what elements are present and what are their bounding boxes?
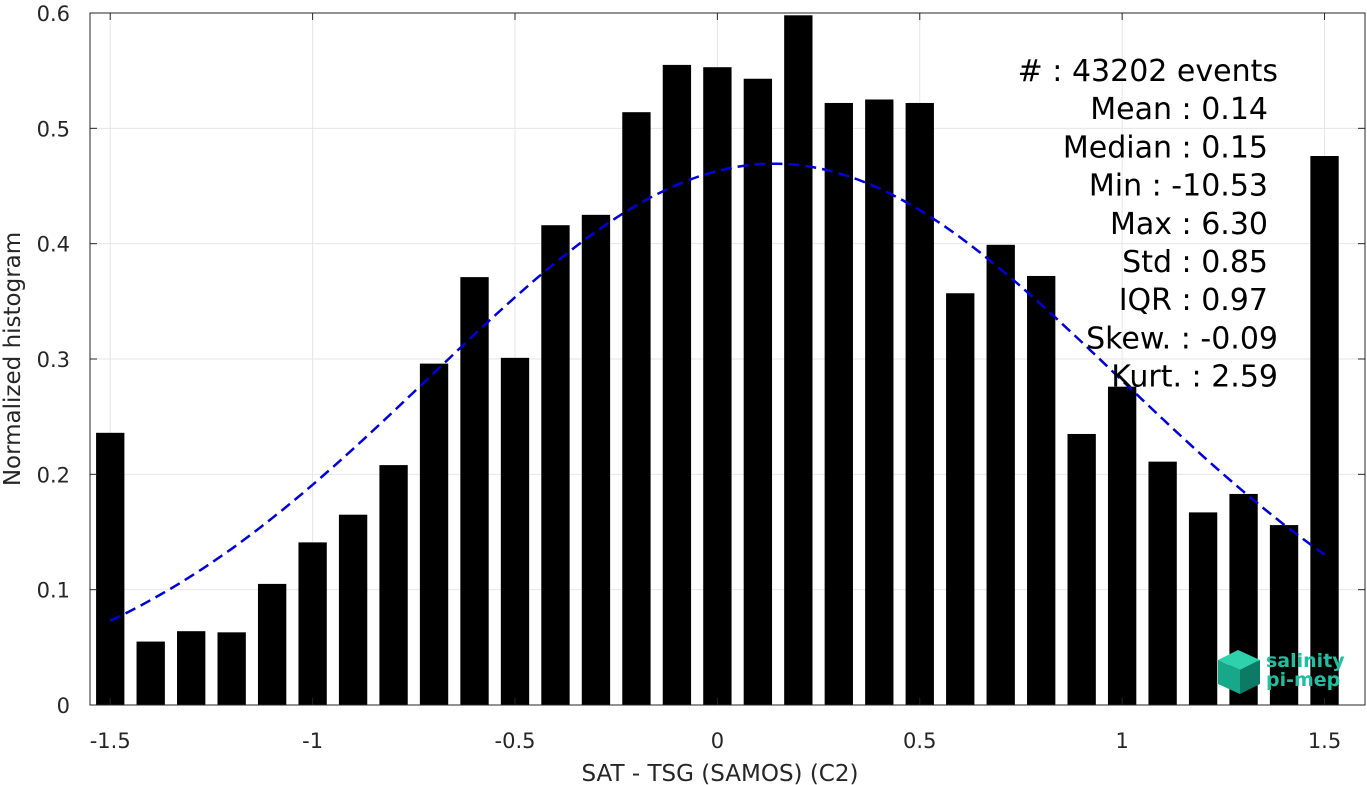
- stat-line: Median : 0.15: [1063, 130, 1268, 165]
- histogram-bar: [865, 99, 894, 705]
- histogram-bar: [298, 542, 327, 705]
- y-tick-label: 0.3: [37, 348, 70, 372]
- histogram-bar: [986, 244, 1015, 705]
- x-tick-labels: -1.5 -1 -0.5 0 0.5 1 1.5: [90, 729, 1341, 753]
- histogram-bar: [622, 112, 651, 706]
- logo-text-line1: salinity: [1266, 650, 1345, 672]
- salinity-pimep-logo: salinity pi-mep: [1218, 650, 1345, 694]
- stat-line: IQR : 0.97: [1119, 283, 1268, 318]
- histogram-bar: [257, 583, 287, 705]
- histogram-bar: [1107, 386, 1137, 705]
- stat-line: Max : 6.30: [1110, 207, 1268, 242]
- histogram-bar: [500, 357, 530, 705]
- stat-line: Skew. : -0.09: [1086, 321, 1278, 356]
- histogram-bar: [743, 78, 773, 706]
- y-tick-label: 0.4: [37, 233, 70, 257]
- y-tick-label: 0.2: [37, 463, 70, 487]
- histogram-bar: [338, 514, 368, 705]
- y-tick-labels: 0 0.1 0.2 0.3 0.4 0.5 0.6: [37, 2, 70, 718]
- y-tick-label: 0: [57, 694, 70, 718]
- histogram-bar: [177, 631, 206, 705]
- stat-line: Kurt. : 2.59: [1111, 360, 1278, 395]
- histogram-bar: [379, 465, 408, 705]
- gaussian-fit-curve: [109, 162, 1326, 622]
- x-tick-label: 0.5: [903, 729, 936, 753]
- histogram-bar: [824, 102, 853, 705]
- histogram-bar: [419, 363, 449, 705]
- x-tick-label: -1: [302, 729, 323, 753]
- histogram-bar: [1027, 275, 1056, 705]
- histogram-bar: [946, 293, 975, 705]
- histogram-bar: [662, 64, 692, 705]
- histogram-bar: [703, 67, 732, 705]
- histogram-bar: [136, 641, 165, 705]
- histogram-bar: [1067, 433, 1096, 705]
- stat-line: # : 43202 events: [1018, 54, 1278, 89]
- histogram-bar: [1148, 461, 1177, 705]
- histogram-bar: [905, 102, 934, 705]
- histogram-bar: [541, 225, 570, 706]
- histogram-bar: [581, 214, 611, 706]
- tick-marks: [90, 12, 1365, 706]
- histogram-bar: [1188, 512, 1218, 705]
- histogram-bar: [1269, 525, 1299, 705]
- logo-text-line2: pi-mep: [1266, 669, 1340, 691]
- x-tick-label: 1: [1115, 729, 1128, 753]
- y-tick-label: 0.6: [37, 2, 70, 26]
- stat-line: Std : 0.85: [1122, 245, 1268, 280]
- x-tick-label: -0.5: [495, 729, 536, 753]
- histogram-bar: [1310, 156, 1339, 706]
- stat-line: Mean : 0.14: [1090, 92, 1268, 127]
- x-tick-label: 0: [711, 729, 724, 753]
- histogram-bar: [460, 277, 489, 705]
- x-axis-label: SAT - TSG (SAMOS) (C2): [582, 761, 859, 785]
- histogram-bar: [217, 632, 246, 705]
- stat-line: Min : -10.53: [1089, 169, 1268, 204]
- y-axis-label: Normalized histogram: [0, 232, 26, 486]
- x-tick-label: 1.5: [1308, 729, 1341, 753]
- y-tick-label: 0.1: [37, 579, 70, 603]
- cube-logo-icon: [1218, 650, 1260, 694]
- y-tick-label: 0.5: [37, 117, 70, 141]
- x-tick-label: -1.5: [90, 729, 131, 753]
- histogram-bar: [784, 15, 813, 706]
- histogram-bar: [96, 432, 125, 705]
- bars-group: [96, 15, 1339, 706]
